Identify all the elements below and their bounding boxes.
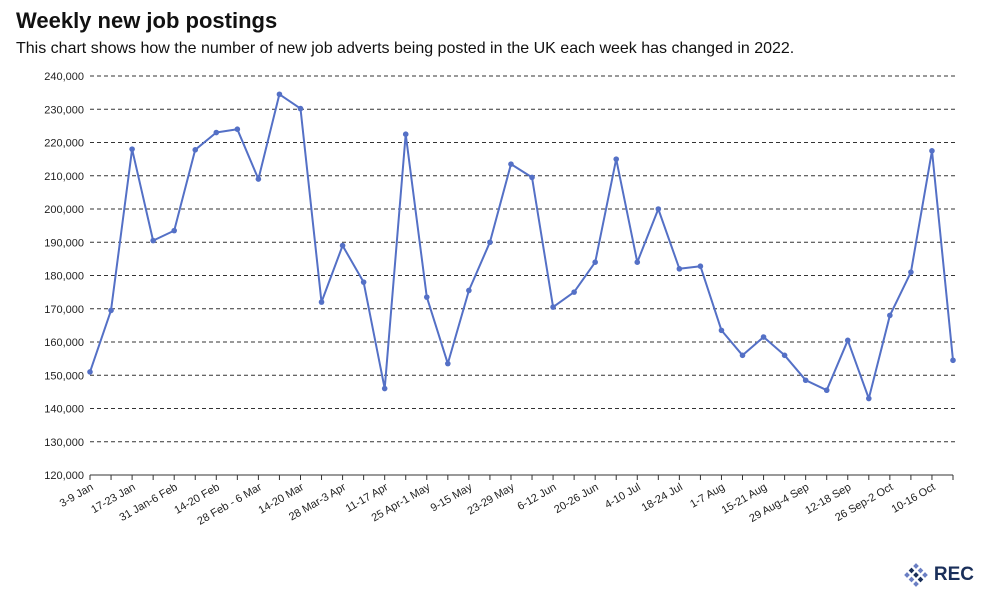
x-tick-label: 6-12 Jun bbox=[515, 481, 558, 513]
y-tick-label: 210,000 bbox=[44, 171, 84, 183]
data-point bbox=[276, 91, 283, 98]
data-point bbox=[613, 156, 620, 162]
data-point bbox=[739, 352, 746, 359]
data-point bbox=[339, 242, 346, 249]
data-point bbox=[234, 126, 241, 132]
data-point bbox=[697, 263, 704, 269]
series-line bbox=[89, 93, 954, 400]
data-point bbox=[192, 147, 199, 153]
data-point bbox=[381, 385, 388, 392]
data-point bbox=[550, 304, 556, 310]
gridlines bbox=[90, 75, 955, 443]
data-point bbox=[297, 105, 304, 112]
y-tick-label: 160,000 bbox=[44, 337, 84, 349]
data-point bbox=[150, 237, 156, 244]
x-tick-label: 23-29 May bbox=[465, 481, 516, 518]
x-tick-label: 4-10 Jul bbox=[603, 481, 643, 511]
data-point bbox=[760, 334, 767, 340]
data-point bbox=[318, 299, 325, 305]
data-point bbox=[466, 287, 472, 294]
rec-logo-text: REC bbox=[933, 564, 974, 585]
data-point bbox=[592, 259, 598, 266]
data-point bbox=[908, 269, 914, 275]
data-point bbox=[866, 395, 872, 402]
data-point bbox=[445, 360, 451, 367]
y-tick-label: 200,000 bbox=[44, 204, 84, 216]
data-point bbox=[423, 294, 430, 300]
y-tick-label: 240,000 bbox=[44, 71, 84, 83]
data-point bbox=[171, 227, 177, 234]
data-point bbox=[676, 266, 683, 272]
data-point bbox=[950, 357, 956, 364]
data-point bbox=[887, 312, 893, 319]
data-point bbox=[87, 369, 93, 375]
rec-logo: REC bbox=[904, 563, 974, 587]
data-point bbox=[844, 337, 851, 344]
y-tick-label: 220,000 bbox=[44, 138, 84, 150]
y-tick-label: 130,000 bbox=[44, 437, 84, 449]
data-point bbox=[529, 174, 535, 181]
chart-title: Weekly new job postings bbox=[16, 8, 278, 33]
chart-subtitle: This chart shows how the number of new j… bbox=[16, 40, 795, 57]
data-point bbox=[402, 131, 409, 137]
data-point bbox=[929, 148, 935, 154]
data-point bbox=[781, 352, 788, 359]
x-tick-label: 18-24 Jul bbox=[640, 481, 685, 514]
x-tick-label: 10-16 Oct bbox=[890, 481, 938, 516]
data-point bbox=[634, 259, 641, 266]
series-weekly-postings bbox=[87, 91, 956, 402]
x-tick-label: 20-26 Jun bbox=[552, 481, 600, 516]
y-axis: 120,000 130,000 140,000 150,000 160,000 170,0… bbox=[44, 71, 84, 482]
data-point bbox=[655, 206, 662, 212]
data-point bbox=[508, 161, 514, 167]
data-point bbox=[129, 146, 135, 152]
y-tick-label: 120,000 bbox=[44, 470, 84, 482]
data-point bbox=[360, 279, 367, 285]
y-tick-label: 180,000 bbox=[44, 271, 84, 283]
y-tick-label: 190,000 bbox=[44, 237, 84, 249]
data-point bbox=[108, 307, 114, 314]
data-point bbox=[802, 377, 809, 384]
y-tick-label: 140,000 bbox=[44, 404, 84, 416]
data-point bbox=[571, 289, 577, 295]
data-point bbox=[255, 176, 262, 182]
data-point bbox=[718, 327, 725, 334]
rec-logo-icon bbox=[904, 563, 928, 587]
y-tick-label: 150,000 bbox=[44, 370, 84, 382]
data-point bbox=[487, 239, 493, 246]
y-tick-label: 170,000 bbox=[44, 304, 84, 316]
data-point bbox=[213, 129, 220, 136]
data-point bbox=[823, 387, 830, 394]
y-tick-label: 230,000 bbox=[44, 104, 84, 116]
